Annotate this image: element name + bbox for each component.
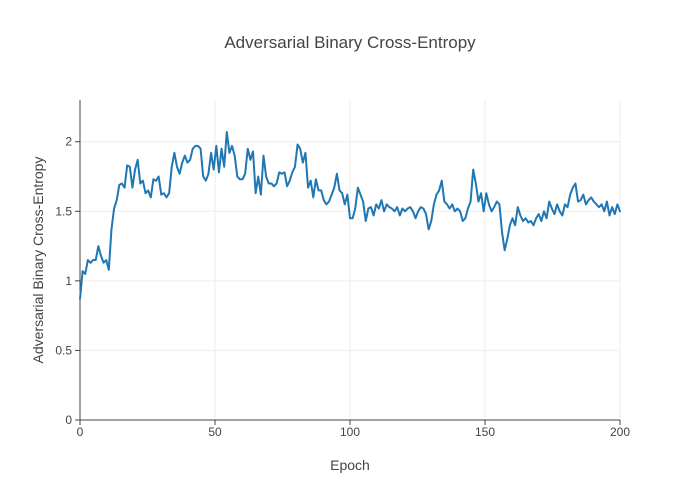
y-tick-label: 2: [65, 135, 72, 149]
x-tick-label: 150: [475, 425, 495, 439]
chart-title: Adversarial Binary Cross-Entropy: [224, 33, 476, 52]
x-tick-label: 50: [208, 425, 222, 439]
y-tick-label: 0: [65, 413, 72, 427]
x-tick-label: 100: [340, 425, 360, 439]
x-axis-label: Epoch: [330, 457, 370, 473]
x-tick-label: 0: [77, 425, 84, 439]
y-tick-label: 0.5: [55, 343, 72, 357]
y-tick-label: 1.5: [55, 204, 72, 218]
x-tick-label: 200: [610, 425, 630, 439]
y-tick-label: 1: [65, 274, 72, 288]
series-line: [79, 131, 621, 300]
